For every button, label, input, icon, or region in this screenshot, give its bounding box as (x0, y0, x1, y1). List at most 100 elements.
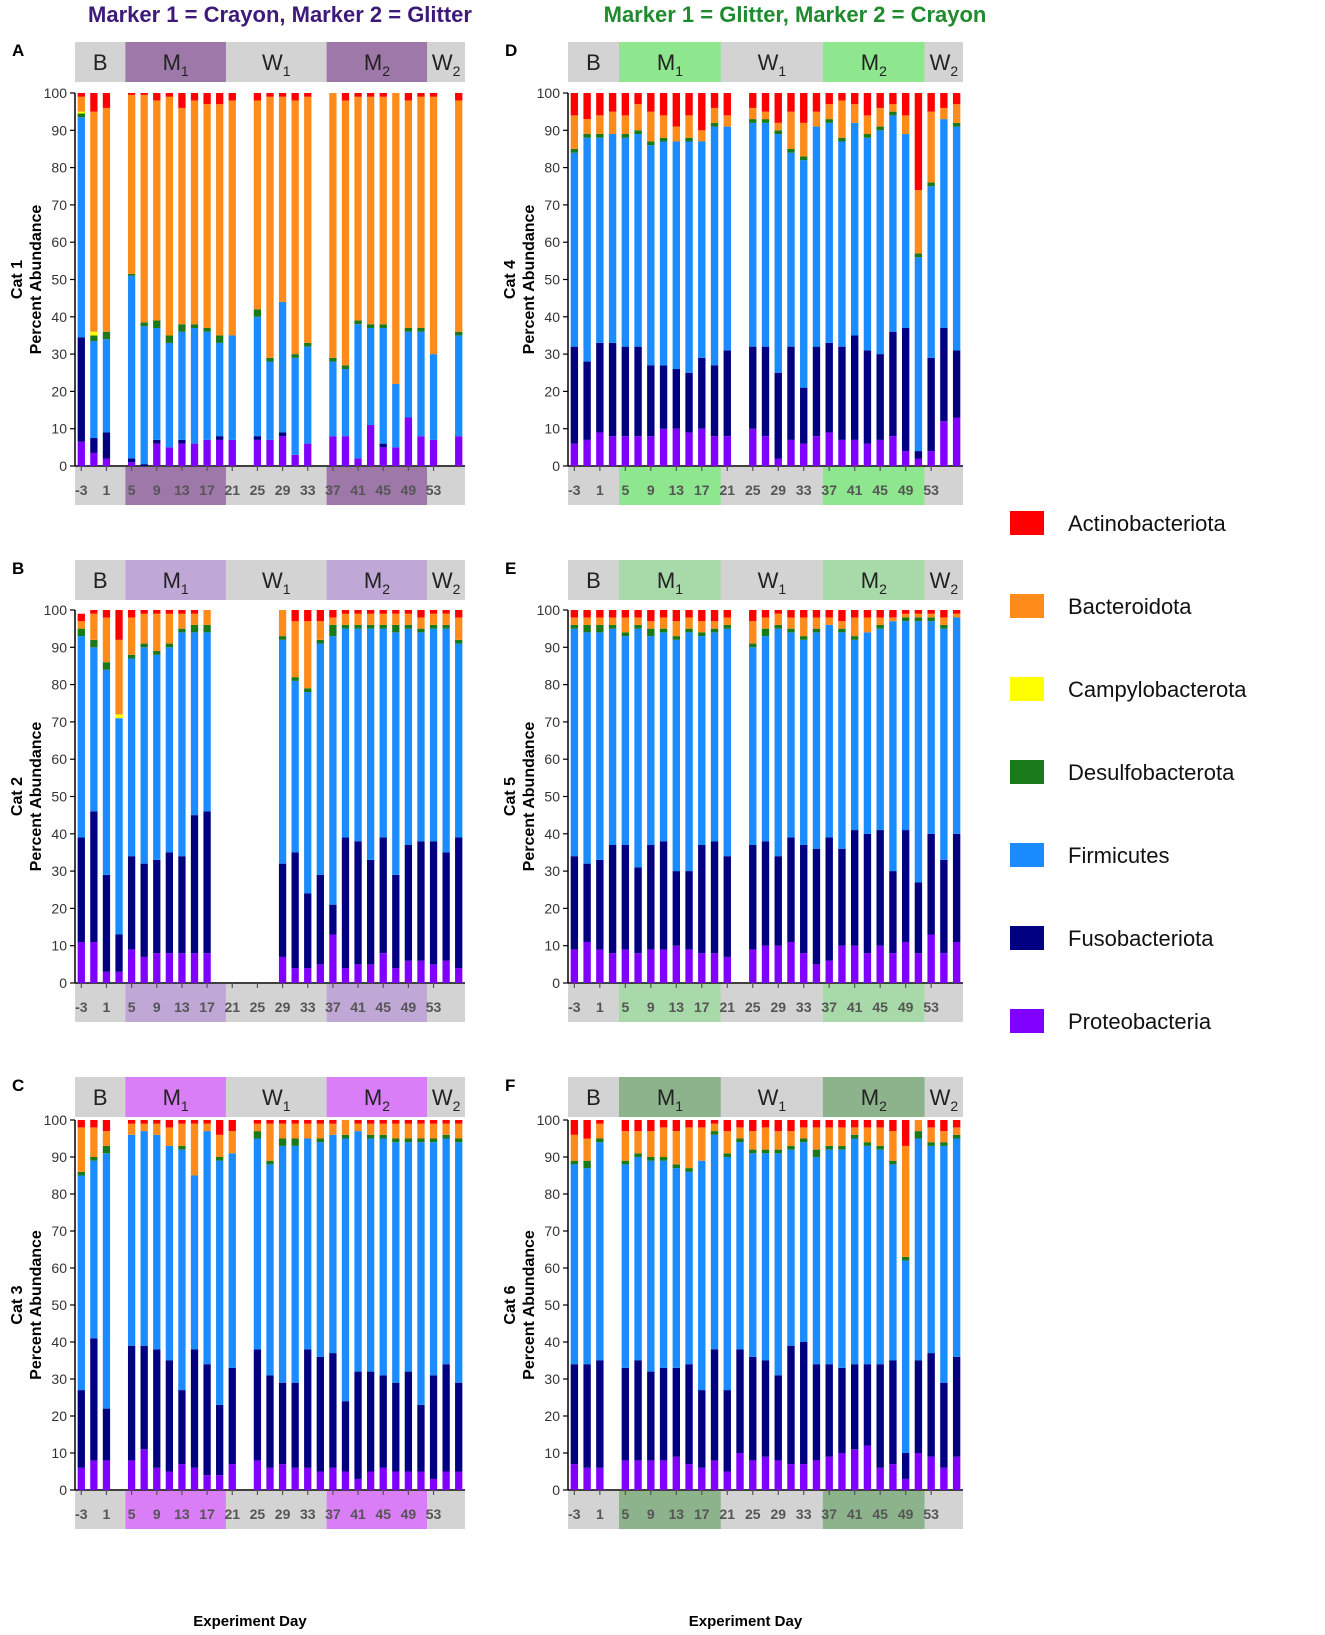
bar-segment (659, 428, 668, 466)
bar-segment (889, 436, 897, 466)
bar-segment (698, 130, 706, 142)
x-tick-label: 17 (694, 482, 710, 498)
bar-segment (228, 439, 236, 466)
bar-segment (77, 636, 85, 838)
bar-segment (90, 1160, 98, 1339)
bar-segment (90, 331, 98, 336)
bar-segment (417, 617, 425, 629)
bar-segment (127, 273, 136, 276)
bar-segment (203, 1123, 211, 1132)
panel-letter: B (12, 559, 24, 578)
y-tick-label: 80 (51, 1186, 67, 1202)
bar-segment (266, 1375, 274, 1468)
bar-segment (203, 327, 211, 332)
y-tick-label: 40 (544, 309, 560, 325)
bar-segment (901, 134, 910, 328)
bar-segment (165, 1127, 174, 1146)
bar-segment (178, 439, 186, 444)
bar-segment (417, 1123, 425, 1139)
bar-segment (608, 436, 617, 466)
bar-segment (901, 1478, 910, 1490)
bar-segment (787, 148, 795, 153)
bar-segment (838, 100, 846, 138)
bar-segment (736, 1127, 744, 1139)
bar-segment (90, 1127, 98, 1157)
x-tick-label: 13 (174, 999, 190, 1015)
bar-segment (90, 341, 98, 439)
bar-segment (140, 94, 148, 323)
bar-segment (647, 365, 655, 437)
bar-segment (647, 621, 655, 629)
bar-segment (698, 357, 706, 429)
x-tick-label: 49 (898, 1506, 914, 1522)
bar-segment (379, 324, 387, 328)
x-tick-label: 13 (669, 1506, 685, 1522)
bar-segment (952, 93, 961, 105)
bar-segment (216, 342, 224, 437)
legend-swatch (1010, 1009, 1044, 1033)
legend-swatch (1010, 926, 1044, 950)
bar-segment (825, 1364, 833, 1457)
bar-segment (761, 1153, 770, 1361)
bar-segment (863, 953, 872, 983)
bar-segment (570, 148, 579, 153)
period-band (568, 560, 619, 600)
bar-segment (404, 1371, 413, 1472)
bar-segment (952, 1456, 961, 1490)
day-band (75, 467, 126, 505)
bar-segment (901, 93, 910, 116)
bar-segment (787, 628, 795, 633)
bar-segment (596, 134, 604, 138)
bar-segment (392, 613, 400, 625)
period-band (822, 560, 925, 600)
bar-segment (723, 1153, 731, 1157)
bar-segment (392, 447, 400, 466)
bar-segment (723, 610, 731, 618)
bar-segment (749, 844, 757, 950)
bar-segment (761, 436, 770, 466)
bar-segment (940, 421, 948, 466)
bar-segment (596, 610, 604, 618)
bar-segment (77, 337, 85, 442)
y-tick-label: 100 (537, 85, 561, 101)
y-tick-label: 100 (44, 602, 68, 618)
bar-segment (647, 1120, 655, 1132)
y-tick-label: 80 (544, 1186, 560, 1202)
y-tick-label: 90 (544, 1149, 560, 1165)
bar-segment (316, 1471, 324, 1490)
period-band (720, 42, 823, 82)
bar-segment (800, 844, 808, 954)
bar-segment (329, 1123, 337, 1135)
bar-segment (178, 610, 186, 614)
bar-segment (800, 1464, 808, 1490)
bar-segment (354, 96, 362, 321)
x-tick-label: 5 (128, 999, 136, 1015)
bar-segment (723, 856, 731, 957)
bar-segment (583, 439, 591, 466)
bar-segment (952, 833, 961, 942)
period-band (75, 560, 126, 600)
x-tick-label: 41 (847, 999, 863, 1015)
bar-segment (850, 1138, 859, 1365)
bar-segment (812, 1149, 821, 1157)
bar-segment (583, 119, 591, 135)
bar-segment (140, 464, 148, 466)
bar-segment (178, 953, 186, 983)
bar-segment (749, 643, 757, 648)
bar-segment (228, 100, 236, 336)
bar-segment (749, 428, 757, 466)
bar-segment (825, 837, 833, 961)
bar-segment (278, 1382, 287, 1465)
bar-segment (329, 636, 337, 905)
y-tick-label: 100 (44, 1112, 68, 1128)
bar-segment (685, 632, 693, 872)
bar-segment (316, 621, 324, 640)
bar-segment (379, 1375, 387, 1468)
y-tick-label: 0 (59, 458, 67, 474)
bar-segment (190, 610, 199, 614)
bar-segment (266, 96, 274, 358)
bar-segment (77, 1175, 85, 1391)
x-tick-label: -3 (568, 999, 581, 1015)
bar-segment (354, 841, 362, 965)
bar-segment (570, 617, 579, 625)
